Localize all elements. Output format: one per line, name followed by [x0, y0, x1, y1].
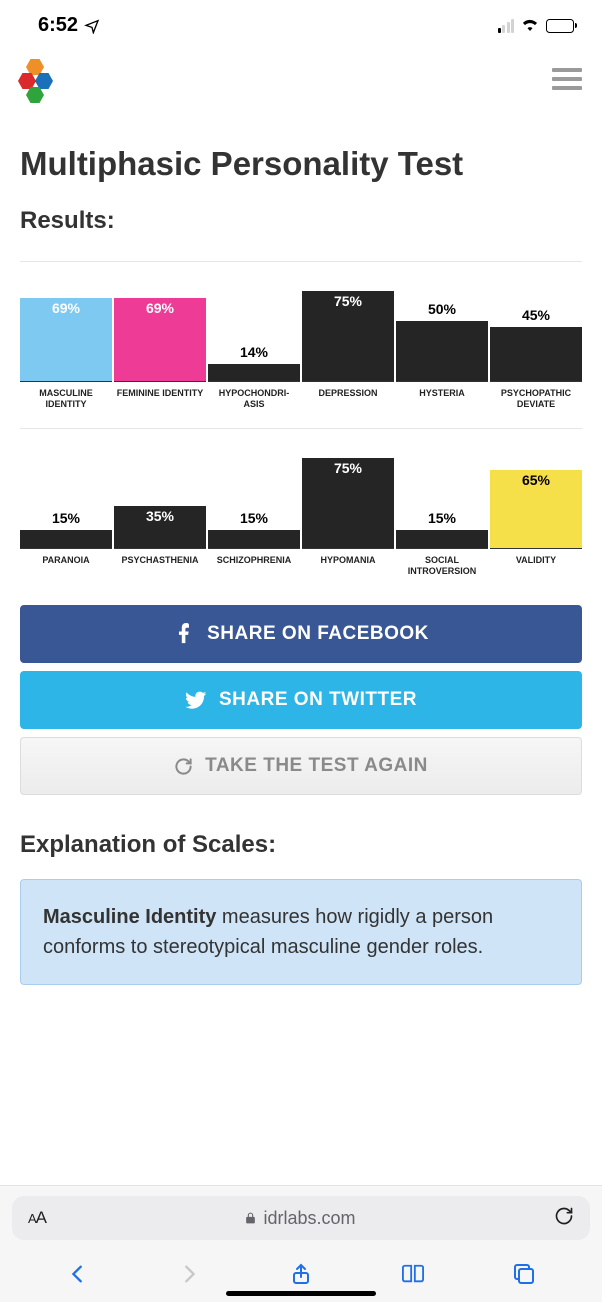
chart-bar: 50% HYSTERIA [396, 262, 488, 412]
results-chart: 69% MASCULINE IDENTITY 69% FEMININE IDENTIT… [20, 261, 582, 579]
chart-bar: 15% SCHIZOPHRENIA [208, 429, 300, 579]
chart-bar: 75% HYPOMANIA [302, 429, 394, 579]
explanation-heading: Explanation of Scales: [20, 831, 582, 859]
bar-label: MASCULINE IDENTITY [20, 382, 112, 412]
chart-bar: 14% HYPOCHONDRI-ASIS [208, 262, 300, 412]
chart-row: 69% MASCULINE IDENTITY 69% FEMININE IDENTIT… [20, 261, 582, 412]
bookmarks-icon[interactable] [400, 1261, 426, 1287]
bar-value: 15% [20, 510, 112, 530]
bar-value: 15% [396, 510, 488, 530]
explanation-box: Masculine Identity measures how rigidly … [20, 879, 582, 985]
bar-label: PSYCHOPATHIC DEVIATE [490, 382, 582, 412]
page-title: Multiphasic Personality Test [20, 145, 582, 183]
results-heading: Results: [20, 207, 582, 235]
chart-bar: 45% PSYCHOPATHIC DEVIATE [490, 262, 582, 412]
bar-label: HYPOCHONDRI-ASIS [208, 382, 300, 412]
reload-icon[interactable] [554, 1206, 574, 1231]
chart-bar: 35% PSYCHASTHENIA [114, 429, 206, 579]
chart-row: 15%PARANOIA35%PSYCHASTHENIA15%SCHIZOPHRE… [20, 428, 582, 579]
site-logo-icon[interactable] [18, 59, 62, 99]
site-header [0, 45, 602, 109]
share-facebook-button[interactable]: SHARE ON FACEBOOK [20, 605, 582, 663]
home-indicator[interactable] [226, 1291, 376, 1296]
chart-bar: 15% PARANOIA [20, 429, 112, 579]
bar-label: PARANOIA [20, 549, 112, 579]
chart-bar: 69% MASCULINE IDENTITY [20, 262, 112, 412]
back-icon[interactable] [65, 1261, 91, 1287]
battery-icon [546, 19, 574, 33]
refresh-icon [174, 757, 193, 776]
cell-signal-icon [498, 19, 515, 33]
bar-label: VALIDITY [490, 549, 582, 579]
wifi-icon [520, 15, 540, 36]
bar-value: 35% [114, 508, 206, 528]
bar-value: 69% [20, 300, 112, 320]
bar-value: 15% [208, 510, 300, 530]
explanation-term: Masculine Identity [43, 906, 216, 928]
chart-bar: 65% VALIDITY [490, 429, 582, 579]
safari-url-bar[interactable]: AA idrlabs.com [12, 1196, 590, 1240]
twitter-icon [185, 689, 207, 711]
bar-label: SOCIAL INTROVERSION [396, 549, 488, 579]
retake-label: TAKE THE TEST AGAIN [205, 755, 428, 777]
location-icon [84, 18, 100, 34]
retake-test-button[interactable]: TAKE THE TEST AGAIN [20, 737, 582, 795]
bar-value: 45% [490, 307, 582, 327]
chart-bar: 75% DEPRESSION [302, 262, 394, 412]
bar-label: HYPOMANIA [302, 549, 394, 579]
url-domain: idrlabs.com [263, 1208, 355, 1229]
tabs-icon[interactable] [511, 1261, 537, 1287]
bar-value: 69% [114, 300, 206, 320]
bar-label: SCHIZOPHRENIA [208, 549, 300, 579]
chart-bar: 15% SOCIAL INTROVERSION [396, 429, 488, 579]
chart-bar: 69% FEMININE IDENTITY [114, 262, 206, 412]
bar-label: HYSTERIA [396, 382, 488, 412]
status-time: 6:52 [38, 14, 78, 37]
share-twitter-label: SHARE ON TWITTER [219, 689, 417, 711]
page-content: Multiphasic Personality Test Results: 69… [0, 109, 602, 985]
ios-status-bar: 6:52 [0, 0, 602, 45]
bar-value: 75% [302, 460, 394, 480]
share-twitter-button[interactable]: SHARE ON TWITTER [20, 671, 582, 729]
safari-chrome: AA idrlabs.com [0, 1185, 602, 1302]
forward-icon [176, 1261, 202, 1287]
share-icon[interactable] [288, 1261, 314, 1287]
bar-value: 14% [208, 344, 300, 364]
bar-label: DEPRESSION [302, 382, 394, 412]
bar-label: PSYCHASTHENIA [114, 549, 206, 579]
facebook-icon [173, 623, 195, 645]
share-facebook-label: SHARE ON FACEBOOK [207, 623, 429, 645]
bar-value: 50% [396, 301, 488, 321]
share-buttons: SHARE ON FACEBOOK SHARE ON TWITTER TAKE … [20, 605, 582, 795]
bar-value: 65% [490, 472, 582, 492]
bar-label: FEMININE IDENTITY [114, 382, 206, 412]
lock-icon [244, 1211, 257, 1225]
text-size-icon[interactable]: AA [28, 1208, 46, 1228]
menu-icon[interactable] [552, 68, 582, 90]
bar-value: 75% [302, 293, 394, 313]
